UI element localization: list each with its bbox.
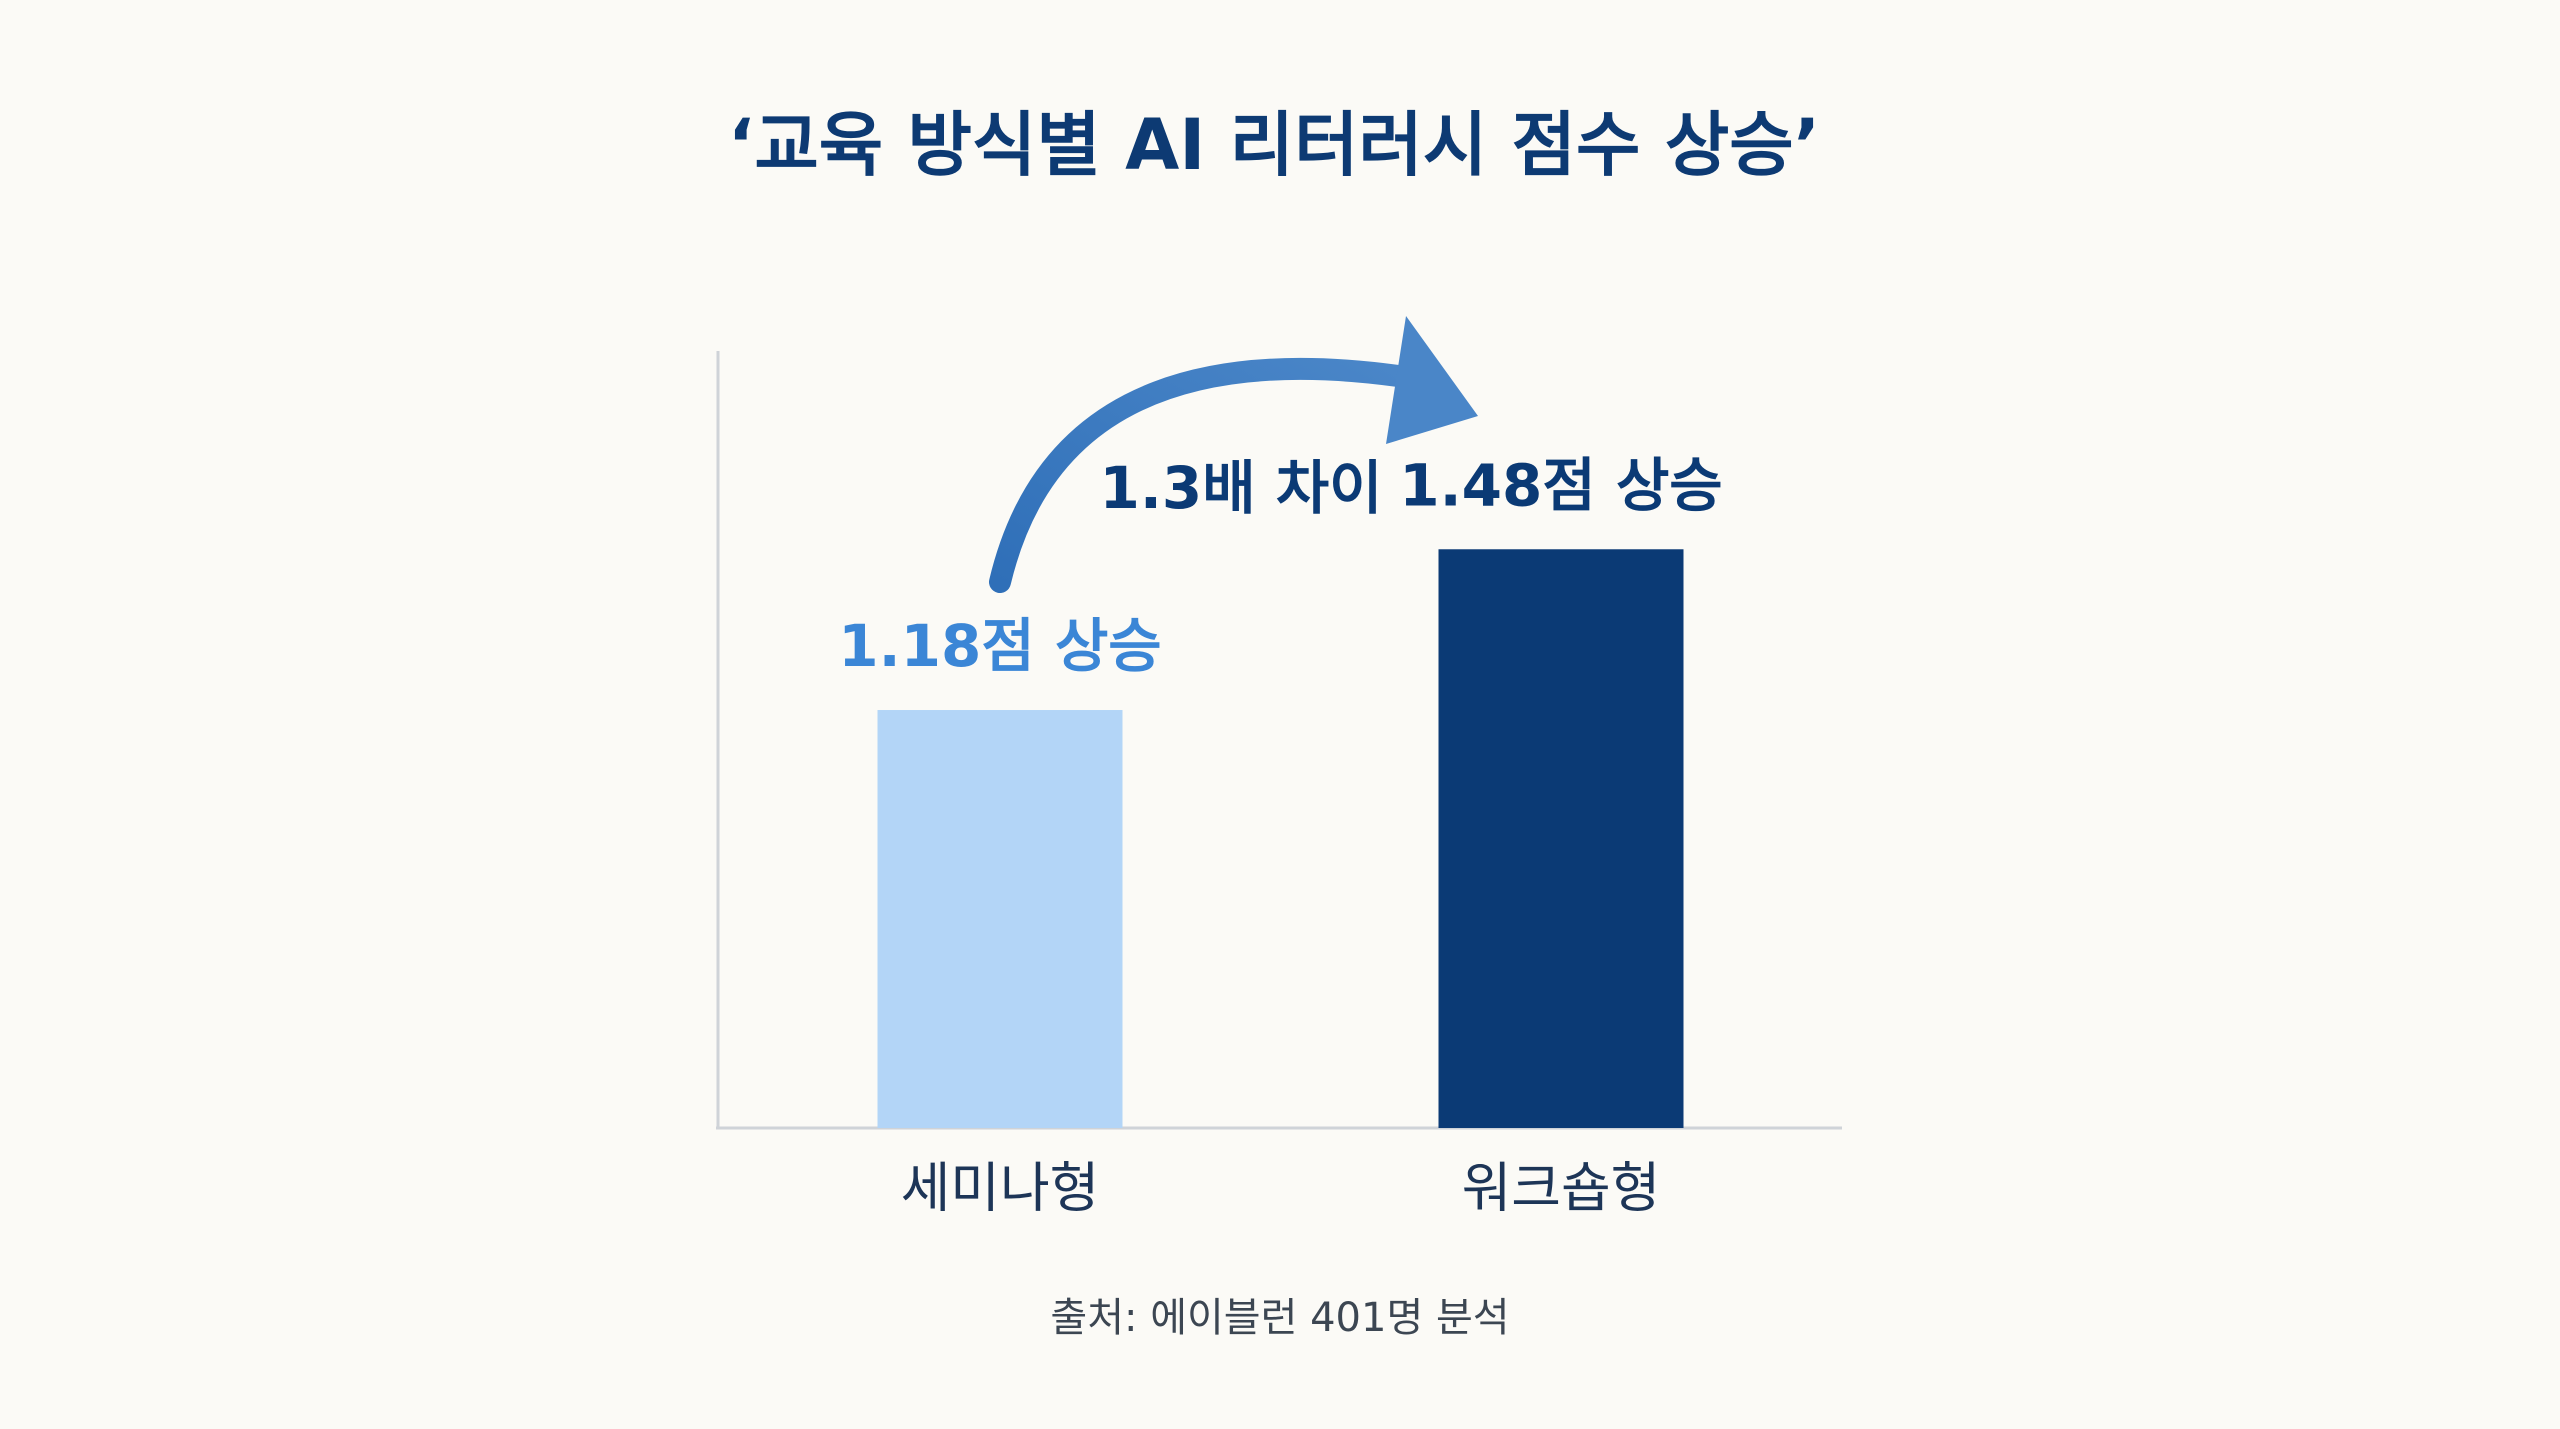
source-note: 출처: 에이블런 401명 분석: [1050, 1295, 1509, 1341]
chart-title: ‘교육 방식별 AI 리터러시 점수 상승’: [728, 104, 1820, 186]
value-label: 1.18점 상승: [838, 612, 1161, 680]
value-label: 1.48점 상승: [1399, 451, 1722, 519]
bar: [1438, 549, 1684, 1128]
annotation: 1.3배 차이: [1099, 454, 1382, 522]
arrow-shaft: [989, 357, 1409, 593]
arrow-head: [1386, 316, 1478, 444]
bar: [877, 710, 1123, 1128]
x-tick-label: 세미나형: [901, 1157, 1100, 1220]
x-tick-label: 워크숍형: [1462, 1157, 1661, 1220]
